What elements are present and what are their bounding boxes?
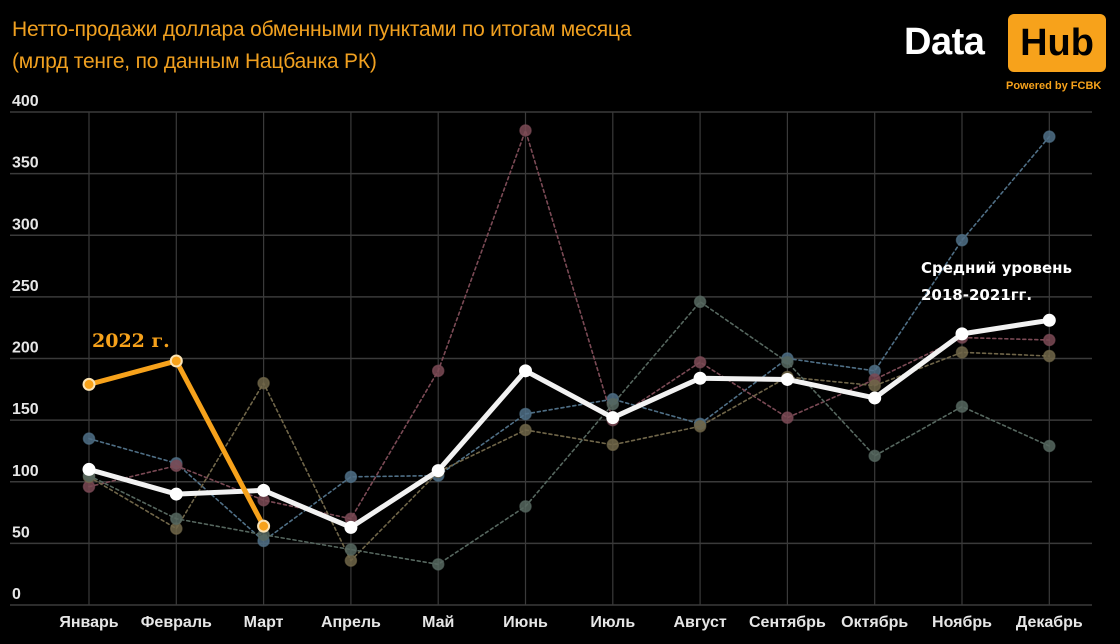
series-0	[82, 130, 1056, 548]
data-point	[82, 462, 96, 476]
y-tick-label: 250	[12, 278, 39, 295]
x-tick-label: Март	[244, 614, 284, 631]
data-point	[780, 372, 794, 386]
data-point	[431, 364, 445, 378]
y-tick-label: 100	[12, 463, 39, 480]
data-point	[955, 400, 969, 413]
data-point	[1043, 130, 1056, 143]
y-tick-label: 50	[12, 524, 30, 541]
data-point	[519, 500, 532, 513]
data-point	[1043, 439, 1056, 453]
data-point	[955, 233, 969, 247]
data-point	[693, 371, 707, 385]
logo-powered-by: Powered by FCBK	[1006, 80, 1102, 92]
data-point	[781, 355, 794, 369]
label-2022: 2022 г.	[92, 330, 170, 352]
x-tick-label: Май	[422, 614, 454, 631]
datahub-logo: Data Hub Powered by FCBK	[904, 14, 1108, 94]
x-tick-label: Июль	[590, 614, 635, 631]
y-axis-labels: 0 50 100 150 200 250 300 350 400	[12, 93, 39, 603]
series-line	[88, 301, 1051, 566]
data-point	[431, 558, 445, 571]
logo-hub-badge: Hub	[1008, 14, 1106, 72]
x-tick-label: Декабрь	[1016, 614, 1083, 631]
x-tick-label: Август	[673, 614, 726, 631]
y-tick-label: 0	[12, 586, 21, 603]
data-point	[606, 438, 620, 452]
data-point	[693, 355, 707, 369]
series-3	[82, 295, 1056, 571]
x-tick-label: Апрель	[321, 614, 381, 631]
series-4	[82, 313, 1056, 534]
data-point	[519, 423, 532, 437]
chart-title-line1: Нетто-продажи доллара обменными пунктами…	[12, 18, 632, 41]
data-point	[170, 459, 183, 472]
y-tick-label: 200	[12, 340, 39, 357]
y-tick-label: 300	[12, 216, 39, 233]
data-point	[170, 512, 183, 525]
data-point	[169, 487, 183, 501]
y-tick-label: 350	[12, 155, 39, 172]
logo-data-text: Data	[904, 21, 985, 63]
data-point	[693, 295, 707, 309]
data-point	[519, 364, 532, 378]
data-point	[693, 420, 707, 433]
x-tick-label: Ноябрь	[932, 614, 992, 631]
data-point	[955, 346, 969, 359]
data-point	[519, 407, 532, 421]
x-tick-label: Июнь	[503, 614, 548, 631]
data-point	[1043, 349, 1056, 363]
x-tick-label: Январь	[59, 614, 118, 631]
data-point	[344, 520, 358, 534]
label-average-line1: Средний уровень	[921, 259, 1072, 277]
y-tick-label: 150	[12, 401, 39, 418]
data-point	[257, 519, 271, 533]
x-tick-label: Октябрь	[841, 614, 908, 631]
data-point	[606, 397, 620, 411]
series-line	[88, 135, 1051, 542]
data-point	[1042, 313, 1056, 327]
data-point	[955, 327, 969, 341]
chart-title: Нетто-продажи доллара обменными пунктами…	[12, 14, 631, 78]
data-point	[868, 391, 882, 405]
data-point	[868, 379, 881, 392]
series-5	[82, 354, 271, 533]
data-point	[257, 376, 270, 390]
data-point	[169, 354, 183, 368]
data-point	[606, 411, 620, 425]
series-line	[88, 351, 1051, 562]
y-tick-label: 400	[12, 93, 39, 110]
data-point	[431, 464, 445, 478]
data-point	[82, 432, 96, 445]
data-point	[781, 411, 794, 424]
x-tick-label: Сентябрь	[749, 614, 826, 631]
data-point	[344, 470, 358, 484]
data-point	[519, 124, 532, 137]
data-point	[344, 554, 358, 567]
series-line	[86, 317, 1052, 530]
data-point	[257, 483, 271, 497]
data-point	[1043, 333, 1056, 347]
x-tick-label: Февраль	[141, 614, 212, 631]
data-point	[868, 449, 881, 463]
label-average: Средний уровень 2018-2021гг.	[921, 255, 1072, 309]
chart-title-line2: (млрд тенге, по данным Нацбанка РК)	[12, 50, 377, 73]
label-average-line2: 2018-2021гг.	[921, 286, 1033, 304]
data-point	[344, 543, 358, 556]
x-axis-labels: Январь Февраль Март Апрель Май Июнь Июль Август…	[59, 614, 1083, 631]
chart-series	[82, 124, 1056, 571]
data-point	[82, 377, 96, 391]
